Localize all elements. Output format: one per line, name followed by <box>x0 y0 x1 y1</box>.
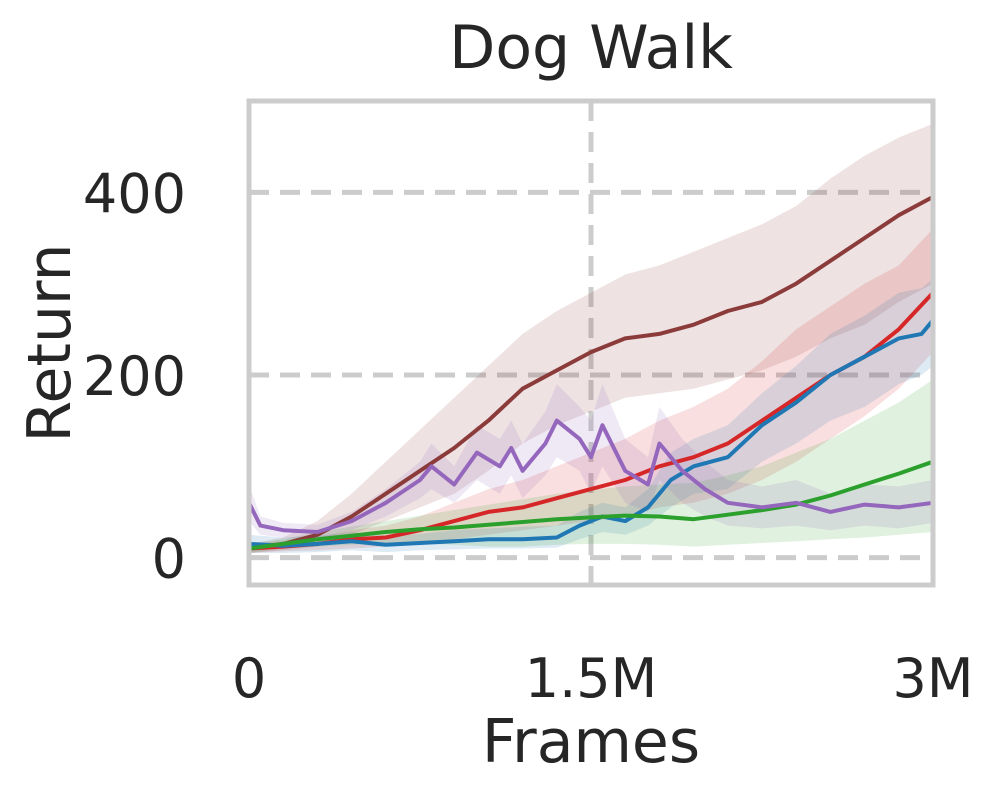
series-3-band <box>249 279 933 553</box>
series-5-band <box>249 384 933 540</box>
series-5-line <box>247 418 935 534</box>
grid <box>249 101 933 585</box>
y-axis-label: Return <box>15 243 85 442</box>
y-tick-label: 0 <box>152 528 186 591</box>
plot-area <box>246 98 936 588</box>
series-1-line <box>247 194 935 551</box>
y-tick-labels: 0 200 400 <box>83 162 186 590</box>
x-tick-labels: 0 1.5M 3M <box>232 647 974 710</box>
x-tick-label: 1.5M <box>525 647 657 710</box>
series-1-band <box>249 123 933 554</box>
series-3-line <box>247 318 935 548</box>
series-2-band <box>249 228 933 554</box>
chart-title: Dog Walk <box>449 13 733 83</box>
x-tick-label: 0 <box>232 647 266 710</box>
plot-frame <box>246 98 936 588</box>
x-tick-label: 3M <box>893 647 974 710</box>
series-lines <box>247 194 935 551</box>
x-axis-label: Frames <box>482 707 700 777</box>
y-tick-label: 200 <box>83 345 186 408</box>
y-tick-label: 400 <box>83 162 186 225</box>
series-4-line <box>247 459 935 551</box>
